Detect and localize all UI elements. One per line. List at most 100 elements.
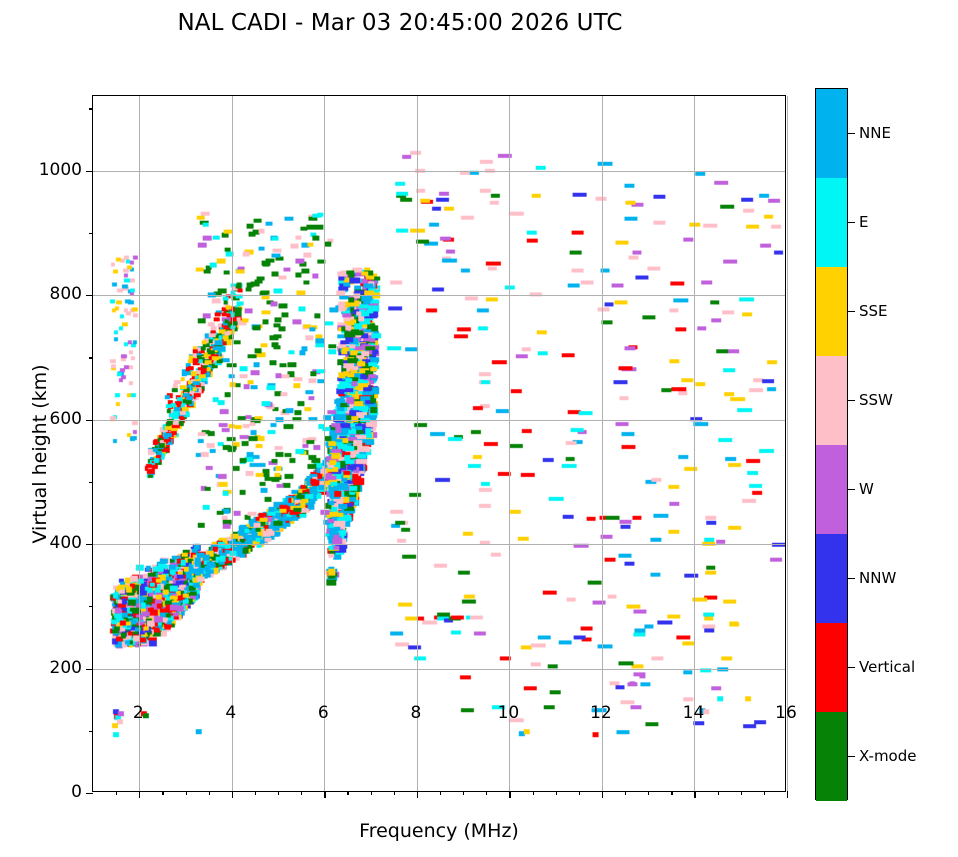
y-tick-minor xyxy=(89,606,93,608)
x-tick xyxy=(231,791,233,798)
y-tick xyxy=(86,544,93,546)
colorbar-label-w: W xyxy=(859,479,874,498)
y-tick-minor xyxy=(89,730,93,732)
colorbar-segment-x-mode[interactable] xyxy=(816,712,847,801)
x-tick xyxy=(139,791,141,798)
x-tick-minor xyxy=(301,791,303,795)
colorbar-label-sse: SSE xyxy=(859,301,888,320)
x-tick-label: 10 xyxy=(497,703,520,723)
x-tick-minor xyxy=(162,791,164,795)
y-tick-label: 400 xyxy=(49,533,82,554)
colorbar-tick xyxy=(848,221,855,223)
plot-area xyxy=(86,95,789,798)
y-tick-minor xyxy=(89,481,93,484)
colorbar-label-nne: NNE xyxy=(859,123,891,142)
x-tick xyxy=(416,791,419,798)
x-tick-minor xyxy=(185,791,187,795)
x-tick xyxy=(509,791,511,798)
gridline-vertical xyxy=(139,96,141,791)
colorbar-label-e: E xyxy=(859,212,869,231)
x-tick xyxy=(694,791,696,798)
colorbar[interactable] xyxy=(815,88,848,801)
x-tick xyxy=(324,791,326,798)
x-axis-title: Frequency (MHz) xyxy=(359,820,519,842)
x-tick-minor xyxy=(116,791,118,795)
colorbar-tick xyxy=(848,310,855,312)
x-tick-minor xyxy=(370,791,372,795)
x-tick xyxy=(787,791,789,798)
colorbar-tick xyxy=(848,666,855,668)
x-tick-label: 16 xyxy=(775,703,797,723)
x-tick-minor xyxy=(208,791,210,795)
colorbar-segment-w[interactable] xyxy=(816,445,847,534)
y-tick xyxy=(86,295,93,297)
y-tick-minor xyxy=(89,232,93,235)
x-tick-label: 4 xyxy=(225,703,237,723)
x-tick-label: 8 xyxy=(410,703,422,723)
gridline-vertical xyxy=(509,96,511,791)
x-tick-minor xyxy=(740,791,742,795)
y-tick-minor xyxy=(89,357,93,359)
colorbar-segment-ssw[interactable] xyxy=(816,356,847,445)
y-tick xyxy=(86,419,93,421)
x-tick-label: 6 xyxy=(317,703,329,723)
x-tick-minor xyxy=(625,791,627,795)
colorbar-segment-nne[interactable] xyxy=(816,89,847,178)
colorbar-tick xyxy=(848,577,855,579)
gridline-vertical xyxy=(416,96,418,791)
y-tick-label: 1000 xyxy=(38,159,82,180)
gridline-horizontal xyxy=(93,295,785,297)
gridline-horizontal xyxy=(93,668,785,670)
y-tick-label: 200 xyxy=(49,657,82,678)
colorbar-label-x-mode: X-mode xyxy=(859,746,917,765)
y-tick-label: 600 xyxy=(49,408,82,429)
x-tick-minor xyxy=(254,791,257,795)
x-tick-label: 14 xyxy=(682,703,705,723)
gridline-vertical xyxy=(601,96,603,791)
colorbar-tick xyxy=(848,132,855,134)
gridline-horizontal xyxy=(93,170,785,172)
x-tick-minor xyxy=(347,791,349,795)
gridline-vertical xyxy=(694,96,696,791)
colorbar-segment-nnw[interactable] xyxy=(816,534,847,623)
x-tick-minor xyxy=(578,791,580,795)
scatter-canvas xyxy=(93,96,785,791)
gridline-vertical xyxy=(787,96,788,791)
colorbar-segment-sse[interactable] xyxy=(816,267,847,356)
chart-title: NAL CADI - Mar 03 20:45:00 2026 UTC xyxy=(177,10,623,36)
colorbar-label-ssw: SSW xyxy=(859,390,893,409)
y-tick xyxy=(86,668,93,670)
x-tick-minor xyxy=(555,791,557,795)
y-tick xyxy=(86,170,93,172)
x-tick-minor xyxy=(440,791,442,795)
colorbar-label-nnw: NNW xyxy=(859,568,897,587)
gridline-horizontal xyxy=(93,544,785,546)
x-tick-minor xyxy=(763,791,766,795)
x-tick-label: 2 xyxy=(132,703,144,723)
x-tick-minor xyxy=(486,791,488,795)
colorbar-label-vertical: Vertical xyxy=(859,657,916,676)
y-tick xyxy=(86,793,93,795)
x-tick-minor xyxy=(648,791,650,795)
y-tick-label: 0 xyxy=(71,782,82,802)
gridline-vertical xyxy=(231,96,233,791)
colorbar-tick xyxy=(848,399,855,401)
x-tick-minor xyxy=(671,791,673,795)
x-tick-label: 12 xyxy=(590,703,612,723)
y-axis-title: Virtual height (km) xyxy=(29,364,51,544)
x-tick-minor xyxy=(393,791,395,795)
colorbar-tick xyxy=(848,755,855,757)
colorbar-tick xyxy=(848,488,855,490)
y-tick-minor xyxy=(89,108,93,110)
x-tick xyxy=(601,791,604,798)
colorbar-segment-e[interactable] xyxy=(816,178,847,267)
gridline-horizontal xyxy=(93,419,785,421)
x-tick-minor xyxy=(532,791,534,795)
x-tick-minor xyxy=(463,791,465,795)
x-tick-minor xyxy=(717,791,719,795)
colorbar-segment-vertical[interactable] xyxy=(816,623,847,712)
x-tick-minor xyxy=(278,791,280,795)
gridline-vertical xyxy=(324,96,326,791)
y-tick-label: 800 xyxy=(49,284,82,305)
